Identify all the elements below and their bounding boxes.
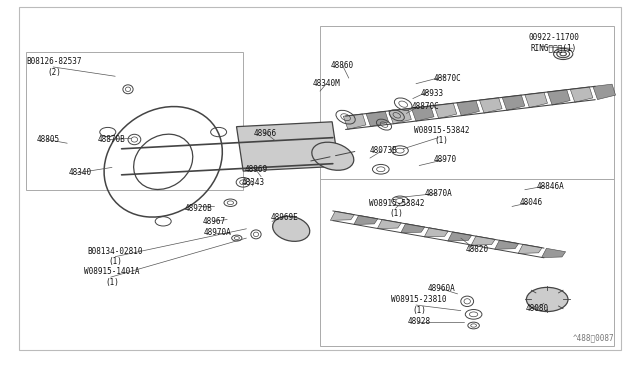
- Text: 48080: 48080: [526, 304, 549, 313]
- Text: 48928: 48928: [408, 317, 431, 326]
- Text: 48870C: 48870C: [434, 74, 462, 83]
- Text: 48073B: 48073B: [370, 146, 398, 155]
- Text: 48870B: 48870B: [98, 135, 126, 144]
- Text: 48805: 48805: [36, 135, 60, 144]
- Text: 48870C: 48870C: [412, 102, 440, 110]
- Polygon shape: [366, 111, 388, 126]
- Polygon shape: [495, 240, 518, 249]
- Text: 48340: 48340: [68, 169, 92, 177]
- Polygon shape: [547, 90, 570, 105]
- Ellipse shape: [273, 216, 310, 241]
- Text: 48969E: 48969E: [271, 213, 299, 222]
- Polygon shape: [457, 100, 479, 116]
- Polygon shape: [471, 236, 495, 245]
- Text: 48340M: 48340M: [312, 79, 340, 88]
- Polygon shape: [518, 244, 542, 253]
- Ellipse shape: [312, 142, 354, 170]
- Polygon shape: [525, 92, 547, 108]
- Text: W08915-53842
(1): W08915-53842 (1): [369, 199, 424, 218]
- Text: W08915-23810
(1): W08915-23810 (1): [392, 295, 447, 315]
- Text: 48846A: 48846A: [536, 182, 564, 190]
- Polygon shape: [412, 106, 434, 121]
- Text: B08134-02810
(1): B08134-02810 (1): [88, 247, 143, 266]
- Text: ^488む0087: ^488む0087: [573, 333, 614, 342]
- Text: 48969: 48969: [244, 165, 268, 174]
- Text: 48970: 48970: [433, 155, 456, 164]
- Text: 48960A: 48960A: [428, 284, 456, 293]
- Polygon shape: [401, 224, 425, 233]
- Polygon shape: [434, 103, 457, 119]
- Text: 48966: 48966: [254, 129, 277, 138]
- Polygon shape: [570, 87, 593, 102]
- Text: W08915-53842
(1): W08915-53842 (1): [414, 126, 469, 145]
- Text: 48967: 48967: [203, 217, 226, 226]
- Ellipse shape: [527, 287, 568, 312]
- Polygon shape: [479, 98, 502, 113]
- Bar: [237, 122, 339, 171]
- Polygon shape: [593, 84, 616, 100]
- Polygon shape: [502, 95, 525, 110]
- Text: 48870A: 48870A: [424, 189, 452, 198]
- Polygon shape: [448, 232, 472, 241]
- Polygon shape: [388, 109, 412, 124]
- Text: 00922-11700
RINGリング(1): 00922-11700 RINGリング(1): [528, 33, 579, 52]
- Polygon shape: [378, 219, 401, 229]
- Text: W08915-1401A
(1): W08915-1401A (1): [84, 267, 140, 287]
- Text: 48933: 48933: [420, 89, 444, 97]
- Text: 48860: 48860: [331, 61, 354, 70]
- Polygon shape: [343, 114, 366, 129]
- Text: 48343: 48343: [241, 178, 264, 187]
- Text: 48046: 48046: [520, 198, 543, 207]
- Polygon shape: [424, 228, 448, 237]
- Text: 48920B: 48920B: [184, 204, 212, 213]
- Text: B08126-82537
(2): B08126-82537 (2): [27, 57, 82, 77]
- Polygon shape: [541, 248, 566, 257]
- Text: 48820: 48820: [465, 245, 488, 254]
- Polygon shape: [354, 215, 378, 225]
- Polygon shape: [330, 211, 355, 220]
- Text: 48970A: 48970A: [204, 228, 232, 237]
